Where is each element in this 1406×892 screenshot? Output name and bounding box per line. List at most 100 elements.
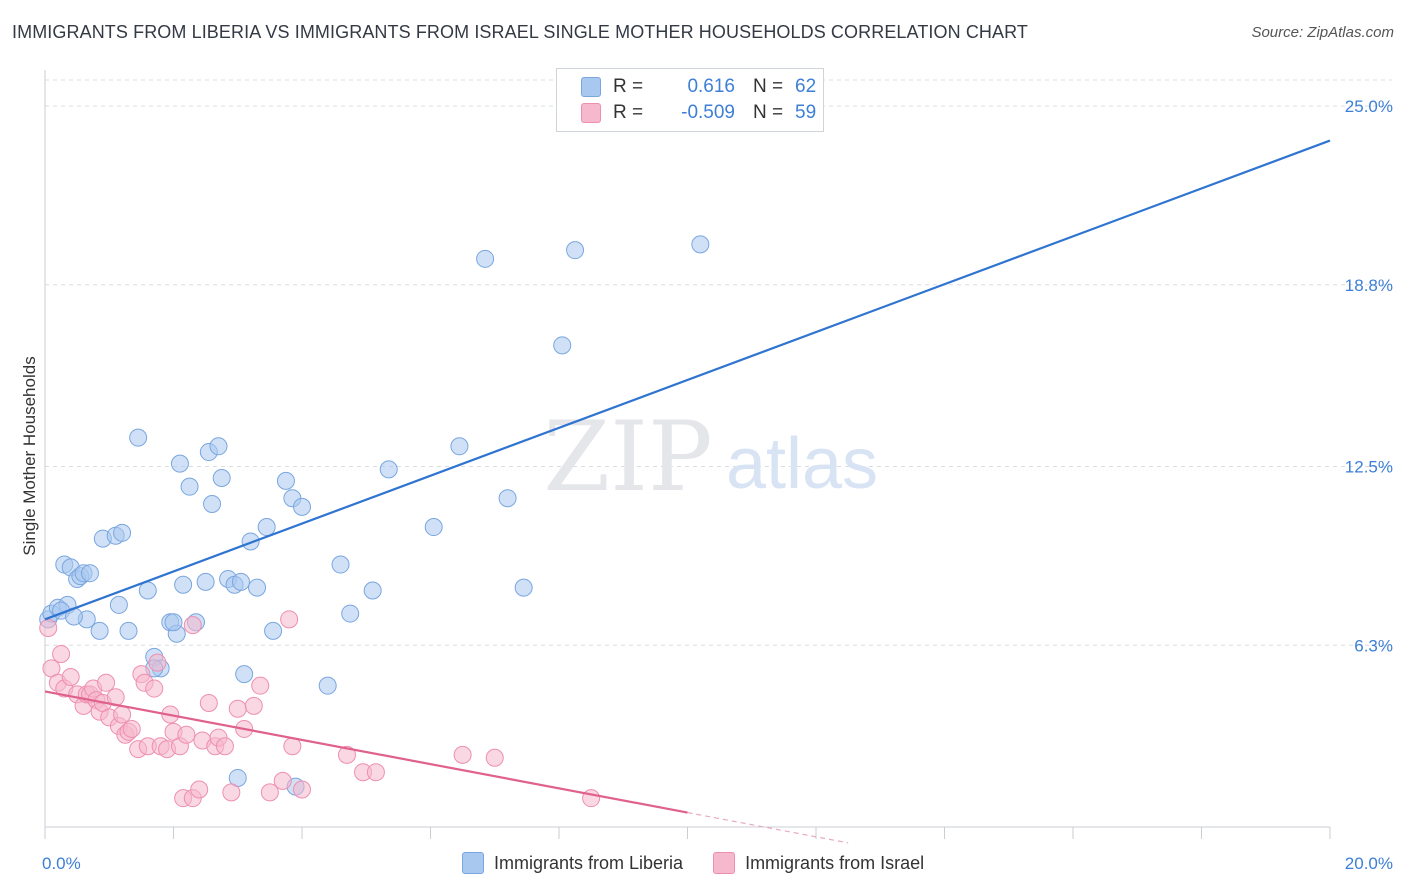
liberia-r-value: 0.616: [687, 76, 735, 97]
israel-point: [199, 693, 218, 712]
israel-point: [293, 780, 311, 799]
israel-trendline-extension: [687, 811, 849, 844]
israel-n-value: 59: [795, 102, 817, 123]
series-liberia: [39, 235, 710, 796]
liberia-point: [498, 489, 517, 508]
liberia-point: [196, 572, 215, 591]
legend-swatch-liberia: [462, 852, 484, 874]
israel-point: [260, 783, 279, 802]
israel-point: [222, 783, 241, 802]
liberia-point: [212, 469, 231, 488]
bottom-legend: Immigrants from Liberia Immigrants from …: [462, 852, 924, 874]
grid-lines: [45, 79, 1392, 646]
liberia-point: [566, 241, 585, 260]
liberia-point: [379, 460, 398, 479]
israel-point: [228, 699, 247, 718]
liberia-point: [553, 336, 572, 355]
liberia-point: [331, 555, 350, 574]
israel-point: [183, 616, 202, 635]
source-label: Source: ZipAtlas.com: [1251, 24, 1394, 41]
israel-point: [145, 679, 164, 698]
israel-trendline: [44, 690, 688, 814]
israel-point: [244, 696, 263, 715]
liberia-point: [174, 575, 193, 594]
liberia-point: [235, 665, 254, 684]
y-tick-label: 18.8%: [1345, 276, 1393, 295]
y-tick-label: 6.3%: [1354, 636, 1393, 655]
israel-point: [122, 719, 141, 738]
liberia-point: [80, 564, 99, 583]
legend-label-liberia: Immigrants from Liberia: [494, 852, 684, 873]
legend-swatch-israel: [713, 852, 736, 874]
x-tick-label-max: 20.0%: [1345, 854, 1393, 873]
n-label: N =: [753, 76, 784, 97]
israel-point: [366, 763, 385, 782]
israel-swatch: [581, 103, 601, 123]
liberia-point: [264, 621, 283, 640]
israel-point: [273, 771, 292, 790]
liberia-point: [119, 621, 138, 640]
liberia-point: [476, 249, 495, 268]
r-label: R =: [613, 102, 644, 123]
israel-point: [113, 705, 132, 724]
stats-row-israel: R = -0.509 N = 59: [581, 101, 816, 125]
israel-point: [453, 745, 472, 764]
liberia-point: [203, 494, 222, 513]
israel-point: [215, 737, 234, 756]
israel-r-value: -0.509: [681, 102, 735, 123]
israel-point: [280, 610, 299, 629]
liberia-point: [691, 235, 710, 254]
liberia-point: [293, 497, 311, 516]
liberia-point: [209, 437, 228, 456]
y-tick-label: 12.5%: [1345, 457, 1393, 476]
israel-point: [61, 668, 80, 687]
watermark-atlas: atlas: [726, 424, 878, 504]
israel-point: [148, 653, 167, 672]
liberia-point: [276, 471, 295, 490]
israel-point: [190, 780, 209, 799]
liberia-point: [113, 523, 132, 542]
watermark: ZIP atlas: [543, 401, 878, 513]
trendlines: [44, 139, 1331, 844]
axes: [44, 70, 1331, 839]
y-tick-label: 25.0%: [1345, 97, 1393, 116]
series-israel: [39, 610, 601, 808]
israel-point: [39, 618, 58, 637]
liberia-n-value: 62: [795, 76, 817, 97]
liberia-point: [129, 428, 148, 447]
liberia-point: [180, 477, 199, 496]
r-label: R =: [613, 76, 644, 97]
liberia-point: [514, 578, 533, 597]
liberia-point: [90, 621, 109, 640]
liberia-point: [257, 518, 276, 537]
legend-item-liberia[interactable]: Immigrants from Liberia: [462, 852, 683, 874]
liberia-swatch: [581, 77, 601, 97]
liberia-point: [248, 578, 267, 597]
liberia-point: [109, 595, 128, 614]
x-tick-label-min: 0.0%: [42, 854, 81, 873]
stats-legend: R = 0.616 N = 62 R = -0.509 N = 59: [556, 68, 824, 132]
watermark-zip: ZIP: [543, 401, 712, 513]
israel-point: [337, 745, 356, 764]
stats-row-liberia: R = 0.616 N = 62: [581, 75, 816, 99]
liberia-point: [450, 437, 469, 456]
liberia-point: [138, 581, 157, 600]
israel-point: [52, 644, 71, 663]
n-label: N =: [753, 102, 784, 123]
liberia-point: [231, 572, 250, 591]
liberia-point: [318, 676, 337, 695]
israel-point: [177, 725, 196, 744]
israel-point: [97, 673, 116, 692]
legend-item-israel[interactable]: Immigrants from Israel: [713, 852, 924, 874]
liberia-trendline: [44, 139, 1331, 621]
liberia-point: [164, 613, 183, 632]
israel-point: [485, 748, 504, 767]
liberia-point: [170, 454, 189, 473]
israel-point: [251, 676, 270, 695]
chart-title: IMMIGRANTS FROM LIBERIA VS IMMIGRANTS FR…: [12, 22, 1028, 42]
liberia-point: [363, 581, 382, 600]
liberia-point: [341, 604, 360, 623]
tick-labels: 6.3% 12.5% 18.8% 25.0% 0.0% 20.0%: [42, 97, 1393, 873]
liberia-point: [424, 518, 443, 537]
